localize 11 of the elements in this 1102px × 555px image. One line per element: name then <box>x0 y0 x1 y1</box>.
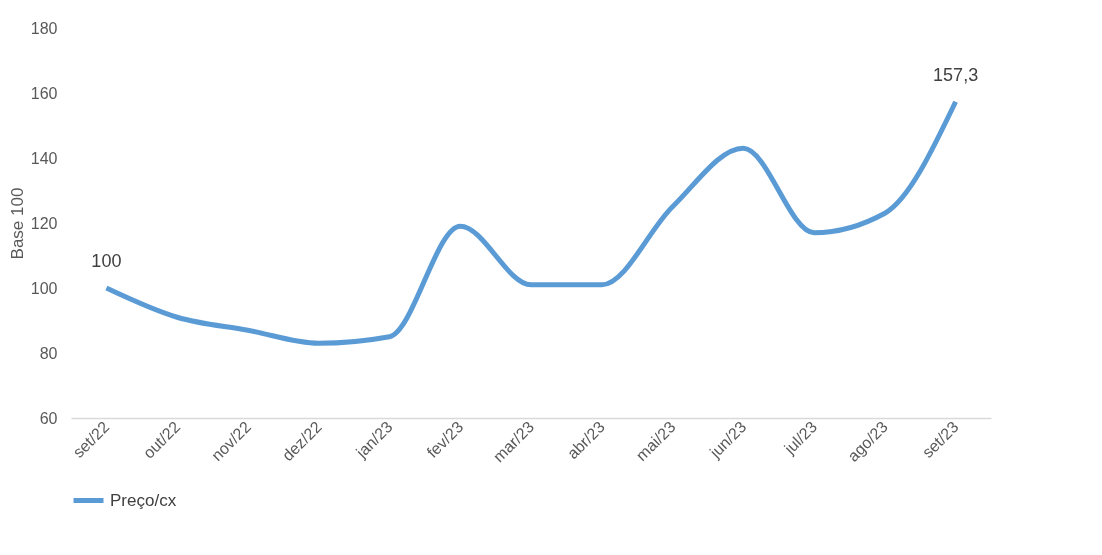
legend-label: Preço/cx <box>110 490 177 510</box>
y-tick-label: 60 <box>39 409 58 427</box>
y-tick-label: 160 <box>30 84 58 102</box>
y-tick-label: 120 <box>30 214 58 232</box>
data-label: 100 <box>91 251 122 271</box>
y-tick-label: 180 <box>30 19 58 37</box>
data-label: 157,3 <box>933 64 979 85</box>
y-axis-title: Base 100 <box>7 187 27 260</box>
y-tick-label: 100 <box>30 279 58 297</box>
y-tick-label: 80 <box>39 344 58 362</box>
y-tick-label: 140 <box>30 149 58 167</box>
